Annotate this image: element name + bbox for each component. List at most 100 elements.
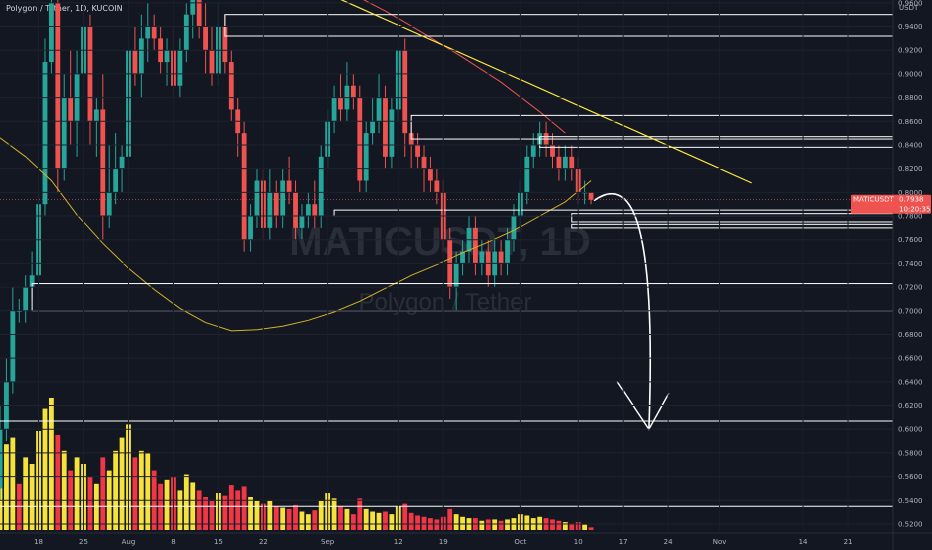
volume-bar [479,520,485,530]
candle-body [511,216,517,240]
volume-bar [505,519,510,530]
candle-body [428,168,433,181]
candle-body [299,216,305,228]
candle-body [68,97,74,122]
volume-bar [344,508,350,530]
candle-body [209,50,215,74]
candle-body [222,26,228,63]
y-tick-label: 0.5800 [898,449,923,457]
x-tick-label: 8 [171,538,175,546]
volume-bar [267,500,273,530]
candle-body [312,204,318,217]
candle-body [421,156,427,169]
candle-body [61,97,67,169]
candle-body [530,144,536,157]
candle-body [132,50,138,74]
candle-body [48,2,54,63]
x-tick-label: Oct [514,538,526,546]
candle-body [138,38,144,74]
candle-body [370,121,376,134]
y-tick-label: 0.9400 [898,23,923,31]
candle-body [93,109,99,122]
volume-bar [318,500,324,530]
volume-bar [145,453,151,530]
volume-bar [74,457,80,530]
y-tick-label: 0.9600 [898,0,923,7]
candle-body [383,97,388,157]
candle-body [293,192,298,228]
x-tick-label: Nov [713,538,727,546]
volume-bar [55,434,61,530]
volume-bar [183,474,189,530]
volume-bar [389,514,395,530]
volume-bar [61,450,67,530]
volume-bar [29,464,35,530]
volume-bar [453,514,459,530]
candle-body [338,97,343,110]
volume-bar [286,508,292,530]
y-tick-label: 0.6600 [898,355,923,363]
candle-body [29,275,35,288]
y-tick-label: 0.8200 [898,165,923,173]
volume-bar [582,524,588,530]
volume-bar [338,506,343,530]
watermark-name: Polygon / Tether [358,289,531,316]
candle-body [113,168,119,193]
candle-body [453,263,459,288]
x-tick-label: 18 [34,538,43,546]
volume-bar [370,511,376,530]
candle-body [460,251,465,264]
candle-body [0,429,3,489]
y-tick-label: 0.8600 [898,118,923,126]
y-tick-label: 0.7000 [898,307,923,315]
candle-body [376,97,382,122]
volume-bar [248,497,253,530]
zone-box [333,209,894,217]
zone-box [410,114,894,140]
volume-bar [235,490,241,530]
candle-body [569,156,575,169]
volume-series [0,398,594,530]
candle-body [498,251,504,264]
x-tick-label: 10 [574,538,583,546]
candle-body [562,156,568,169]
x-tick-label: 12 [394,538,403,546]
watermark: MATICUSDT, 1D Polygon / Tether [289,220,590,316]
volume-bar [305,514,311,530]
volume-bar [138,450,144,530]
volume-bar [228,485,234,530]
volume-bar [434,519,440,530]
y-tick-label: 0.8800 [898,94,923,102]
y-tick-label: 0.6400 [898,378,923,386]
volume-bar [357,498,363,530]
currency-label: USDT [899,4,919,12]
candle-body [164,50,170,63]
volume-bar [119,437,125,530]
y-tick-label: 0.8000 [898,189,923,197]
candle-body [248,216,253,240]
volume-bar [556,520,562,530]
candle-body [23,287,29,311]
candle-body [267,192,273,228]
candle-body [119,156,125,169]
x-tick-label: 15 [214,538,223,546]
volume-bar [569,523,575,530]
candle-body [505,239,510,264]
volume-bar [87,477,93,530]
candle-body [350,85,356,98]
candle-body [100,109,106,217]
watermark-symbol: MATICUSDT, 1D [289,220,590,264]
volume-bar [241,486,247,530]
y-tick-label: 0.5600 [898,473,923,481]
candle-body [318,156,324,217]
volume-bar [485,519,491,530]
candle-body [151,26,157,39]
zone-box [571,213,894,223]
volume-bar [23,457,29,530]
y-tick-label: 0.6800 [898,331,923,339]
volume-bar [10,437,16,530]
x-tick-label: 21 [844,538,853,546]
